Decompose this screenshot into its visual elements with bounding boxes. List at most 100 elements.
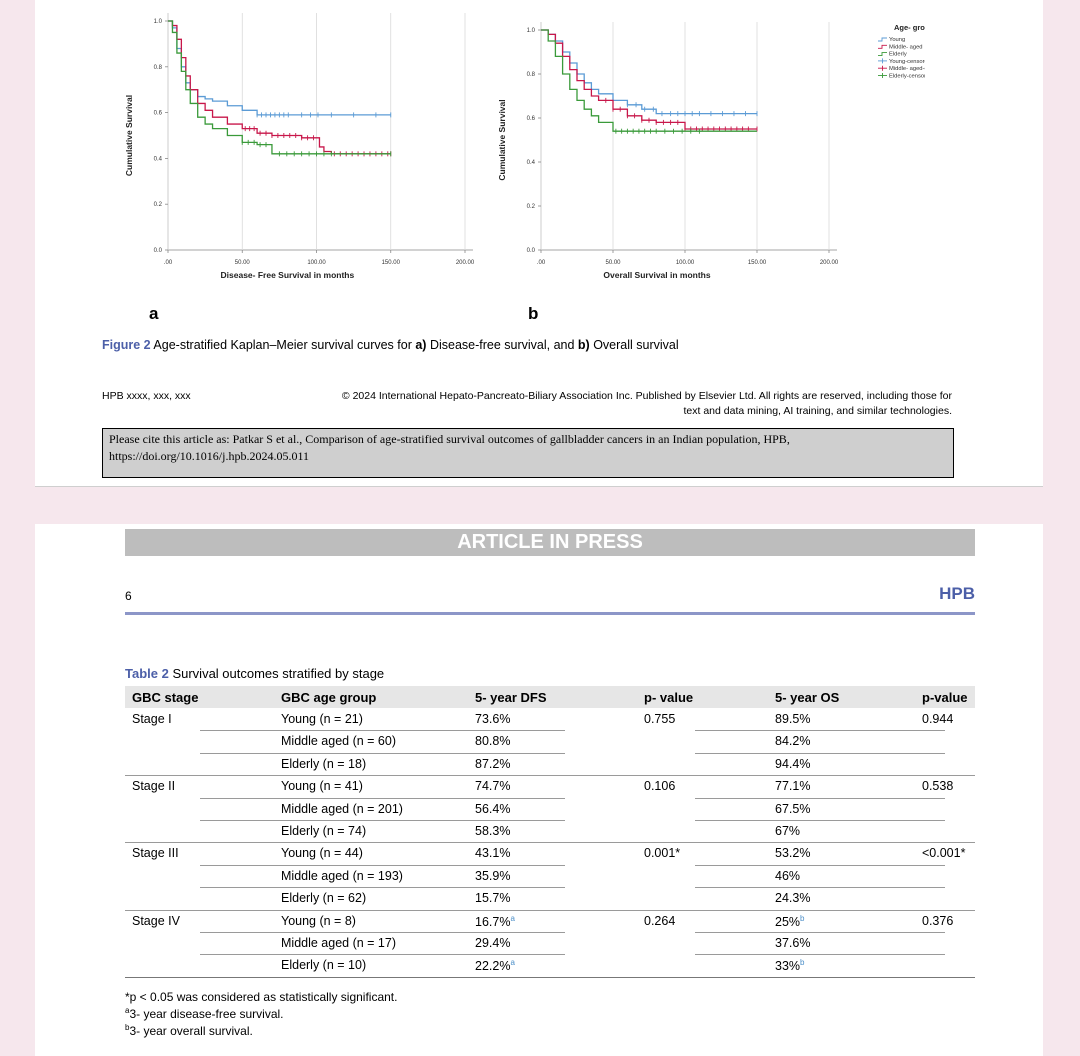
caption-part: b) (577, 338, 590, 352)
journal-reference: HPB xxxx, xxx, xxx (102, 390, 191, 402)
row-divider (200, 954, 565, 956)
x-tick-label: .00 (537, 260, 546, 266)
table-cell: Stage III (132, 846, 179, 861)
row-divider (200, 752, 565, 754)
table-cell: Middle aged (n = 193) (281, 868, 403, 883)
figure-caption: Figure 2 Age-stratified Kaplan–Meier sur… (102, 338, 679, 352)
table-cell: 46% (775, 868, 801, 883)
x-axis-label: Overall Survival in months (603, 270, 711, 280)
table-cell: 25%b (775, 913, 805, 929)
row-divider (695, 954, 945, 956)
table-header-row: GBC stage GBC age group 5- year DFS p- v… (125, 686, 975, 708)
y-tick-label: 0.4 (527, 160, 536, 166)
x-tick-label: 50.00 (235, 260, 251, 266)
table-cell: 67.5% (775, 801, 811, 816)
table-bottom-rule (125, 976, 975, 978)
table-cell: 16.7%a (475, 913, 515, 929)
table-cell: 80.8% (475, 734, 511, 749)
series-line-young (541, 29, 757, 115)
table-cell: 84.2% (775, 734, 811, 749)
table-cell: Young (n = 21) (281, 712, 363, 726)
caption-part: Age-stratified Kaplan–Meier survival cur… (153, 338, 416, 352)
table-cell: 0.264 (644, 913, 676, 928)
x-tick-label: .00 (164, 260, 173, 266)
km-chart-os: .00 50.00 100.00 150.00 200.00 0.0 0.2 0.4 0.6 0.… (497, 22, 925, 280)
table-cell: 0.001* (644, 846, 681, 861)
row-divider (125, 909, 975, 911)
table-cell: 29.4% (475, 936, 511, 950)
table-label: Table 2 (125, 666, 169, 681)
table-cell: Stage II (132, 779, 176, 794)
y-tick-label: 0.8 (527, 72, 536, 78)
table-cell: Young (n = 44) (281, 846, 363, 861)
page-bottom: ARTICLE IN PRESS 6 HPB Table 2 Survival … (35, 524, 1043, 1056)
km-chart-dfs: .00 50.00 100.00 150.00 200.00 0.0 0.2 0.4 0.6 0.… (124, 13, 475, 280)
row-divider (125, 775, 975, 777)
table-cell: 24.3% (775, 891, 811, 906)
table-cell: Elderly (n = 18) (281, 756, 367, 771)
table-cell: Middle aged (n = 17) (281, 936, 397, 950)
y-tick-label: 0.4 (154, 156, 163, 162)
row-divider (200, 820, 565, 821)
y-tick-label: 0.0 (154, 248, 163, 254)
table-cell: Middle aged (n = 201) (281, 801, 403, 816)
table-cell: Elderly (n = 74) (281, 824, 367, 838)
footnote-text: 3- year disease-free survival. (129, 1007, 284, 1021)
legend-swatch (878, 52, 887, 57)
table-cell: 74.7% (475, 779, 511, 794)
x-axis-label: Disease- Free Survival in months (221, 270, 355, 280)
column-header: GBC stage (132, 690, 199, 705)
table-cell: 0.376 (922, 913, 954, 928)
row-divider (200, 797, 565, 799)
column-header: 5- year OS (775, 690, 840, 705)
table-cell: 35.9% (475, 868, 511, 883)
row-divider (695, 887, 945, 889)
header-rule (125, 612, 975, 615)
table-caption: Table 2 Survival outcomes stratified by … (125, 666, 384, 681)
copyright-line: © 2024 International Hepato-Pancreato-Bi… (341, 390, 952, 402)
column-header: p-value (922, 690, 968, 705)
y-tick-label: 0.6 (154, 111, 163, 117)
table-cell: 33%b (775, 958, 805, 974)
series-line-elderly (168, 20, 391, 155)
y-tick-label: 0.2 (154, 202, 163, 208)
y-tick-label: 1.0 (527, 28, 536, 34)
panel-label-a: a (149, 304, 159, 323)
table-cell: 56.4% (475, 801, 511, 816)
page-number: 6 (125, 589, 132, 603)
legend-swatch (878, 44, 887, 49)
table-cell: Stage I (132, 712, 172, 726)
table-cell-footnote-mark: a (510, 958, 515, 968)
table-cell: 87.2% (475, 756, 511, 771)
caption-part: a) (415, 338, 427, 352)
x-tick-label: 100.00 (307, 260, 326, 266)
copyright-notice: © 2024 International Hepato-Pancreato-Bi… (255, 389, 952, 419)
legend-title: Age- group (894, 23, 925, 32)
article-in-press-banner: ARTICLE IN PRESS (125, 529, 975, 556)
legend-item: Young (889, 37, 905, 43)
table-cell: 0.106 (644, 779, 676, 794)
row-divider (695, 730, 945, 732)
series-line-young (168, 20, 391, 116)
table-cell: 94.4% (775, 756, 811, 771)
table-footnotes: *p < 0.05 was considered as statisticall… (125, 990, 397, 1038)
copyright-line: text and data mining, AI training, and s… (683, 405, 953, 417)
legend-item: Elderly (889, 52, 907, 58)
footnote-mark: b (125, 1023, 130, 1032)
table-cell: <0.001* (922, 846, 966, 861)
row-divider (695, 864, 945, 866)
footnote-mark: a (125, 1006, 130, 1015)
footnote: b3- year overall survival. (125, 1021, 397, 1038)
table-cell: Middle aged (n = 60) (281, 734, 397, 749)
y-tick-label: 0.6 (527, 116, 536, 122)
column-header: 5- year DFS (475, 690, 547, 705)
table-cell: 0.538 (922, 779, 954, 794)
table-caption-text: Survival outcomes stratified by stage (168, 666, 385, 681)
x-tick-label: 50.00 (605, 260, 621, 266)
table-cell: Young (n = 41) (281, 779, 363, 794)
legend-item: Elderly-censored (889, 74, 925, 80)
table-cell: 73.6% (475, 712, 511, 726)
table-cell-footnote-mark: b (800, 913, 805, 923)
table-cell: 77.1% (775, 779, 811, 794)
row-divider (695, 797, 945, 799)
